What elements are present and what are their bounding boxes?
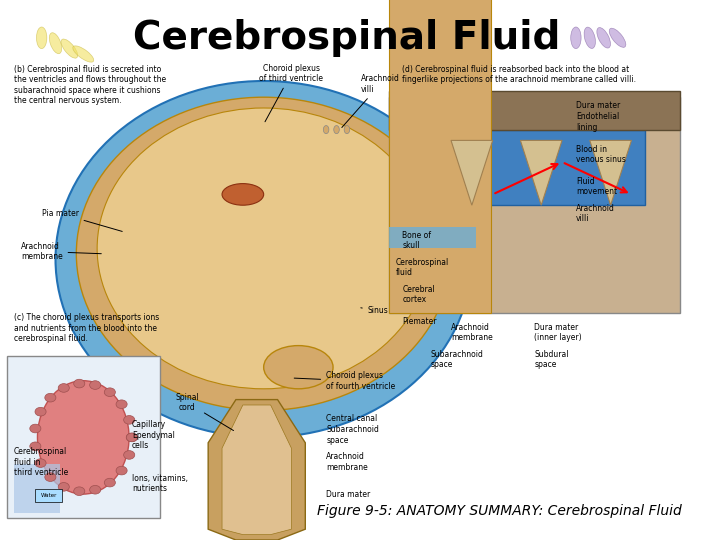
Ellipse shape <box>609 28 626 48</box>
Bar <box>423 130 645 205</box>
Bar <box>7 356 160 518</box>
Circle shape <box>45 393 56 402</box>
Text: Cerebrospinal
fluid in
third ventricle: Cerebrospinal fluid in third ventricle <box>14 448 68 477</box>
Ellipse shape <box>334 126 339 134</box>
Text: (c) The choroid plexus transports ions
and nutrients from the blood into the
cer: (c) The choroid plexus transports ions a… <box>14 313 159 343</box>
Text: Arachnoid
villi: Arachnoid villi <box>342 75 400 127</box>
Ellipse shape <box>264 346 333 389</box>
Text: Arachnoid
villi: Arachnoid villi <box>576 204 615 224</box>
Ellipse shape <box>222 184 264 205</box>
Text: Arachnoid
membrane: Arachnoid membrane <box>451 323 492 342</box>
Text: Dura mater
(inner layer): Dura mater (inner layer) <box>534 323 582 342</box>
Circle shape <box>30 424 41 433</box>
Text: Blood in
venous sinus: Blood in venous sinus <box>576 145 626 164</box>
Circle shape <box>104 388 115 396</box>
Circle shape <box>73 379 85 388</box>
Ellipse shape <box>597 28 611 48</box>
Text: Capillary: Capillary <box>132 420 166 429</box>
Text: Central canal: Central canal <box>326 414 377 423</box>
Bar <box>389 97 680 313</box>
Bar <box>389 227 476 248</box>
Circle shape <box>124 450 135 459</box>
Ellipse shape <box>61 39 78 58</box>
Bar <box>35 489 63 502</box>
Text: Subarachnoid
space: Subarachnoid space <box>326 426 379 445</box>
Circle shape <box>124 416 135 424</box>
Circle shape <box>35 407 46 416</box>
Bar <box>389 91 680 130</box>
Text: Dura mater: Dura mater <box>326 490 370 499</box>
Polygon shape <box>208 400 305 540</box>
Text: Cerebrospinal Fluid: Cerebrospinal Fluid <box>133 19 561 57</box>
Text: Spinal
cord: Spinal cord <box>176 393 233 430</box>
Text: Subdural
space: Subdural space <box>534 350 569 369</box>
Polygon shape <box>222 405 292 535</box>
Text: Piemater: Piemater <box>402 317 437 326</box>
Circle shape <box>45 473 56 482</box>
Text: (d) Cerebrospinal fluid is reabsorbed back into the blood at
fingerlike projecti: (d) Cerebrospinal fluid is reabsorbed ba… <box>402 65 636 84</box>
Text: Dura mater: Dura mater <box>576 101 620 110</box>
Polygon shape <box>590 140 631 205</box>
Ellipse shape <box>584 27 595 49</box>
Text: Pia mater: Pia mater <box>42 209 122 232</box>
Text: Fluid
movement: Fluid movement <box>576 177 617 197</box>
Ellipse shape <box>97 108 430 389</box>
Text: Choroid plexus
of third ventricle: Choroid plexus of third ventricle <box>259 64 323 122</box>
Text: Water: Water <box>40 493 57 498</box>
Text: Endothelial
lining: Endothelial lining <box>576 112 619 132</box>
Circle shape <box>126 433 138 442</box>
Circle shape <box>104 478 115 487</box>
Text: Sinus: Sinus <box>361 306 389 315</box>
Text: Figure 9-5: ANATOMY SUMMARY: Cerebrospinal Fluid: Figure 9-5: ANATOMY SUMMARY: Cerebrospin… <box>318 504 682 518</box>
Ellipse shape <box>76 97 451 410</box>
Text: Arachnoid
membrane: Arachnoid membrane <box>326 453 368 472</box>
Circle shape <box>73 487 85 496</box>
Text: Ependymal
cells: Ependymal cells <box>132 431 175 450</box>
Circle shape <box>116 466 127 475</box>
Ellipse shape <box>37 381 129 494</box>
Ellipse shape <box>50 33 62 53</box>
Text: Ions, vitamins,
nutrients: Ions, vitamins, nutrients <box>132 474 188 494</box>
Ellipse shape <box>55 81 472 437</box>
Text: (b) Cerebrospinal fluid is secreted into
the ventricles and flows throughout the: (b) Cerebrospinal fluid is secreted into… <box>14 65 166 105</box>
Text: Choroid plexus
of fourth ventricle: Choroid plexus of fourth ventricle <box>294 372 395 391</box>
Circle shape <box>35 459 46 468</box>
Circle shape <box>89 485 101 494</box>
Text: Bone of
skull: Bone of skull <box>402 231 431 251</box>
Circle shape <box>126 433 138 442</box>
Circle shape <box>58 483 69 491</box>
Polygon shape <box>521 140 562 205</box>
Text: Subarachnoid
space: Subarachnoid space <box>430 350 483 369</box>
Text: Cerebral
cortex: Cerebral cortex <box>402 285 435 305</box>
Ellipse shape <box>323 126 329 134</box>
Text: Arachnoid
membrane: Arachnoid membrane <box>21 242 102 261</box>
Circle shape <box>89 381 101 389</box>
Text: Cerebrospinal
fluid: Cerebrospinal fluid <box>395 258 449 278</box>
Circle shape <box>30 442 41 450</box>
Polygon shape <box>451 140 492 205</box>
Circle shape <box>58 383 69 392</box>
Ellipse shape <box>37 27 47 49</box>
Ellipse shape <box>73 46 94 62</box>
Bar <box>14 464 60 513</box>
Bar <box>389 0 490 313</box>
Ellipse shape <box>344 126 350 134</box>
Circle shape <box>116 400 127 409</box>
Ellipse shape <box>571 27 581 49</box>
